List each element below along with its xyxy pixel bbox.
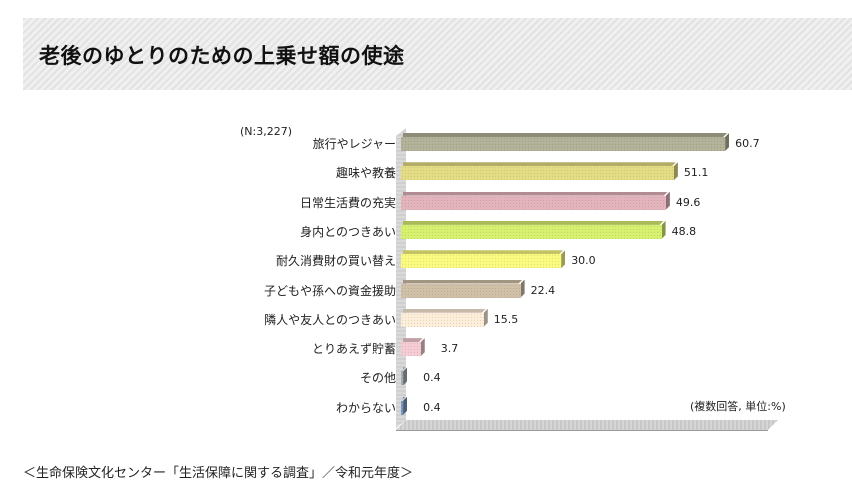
sample-size-note: (N:3,227) xyxy=(240,125,293,138)
bar xyxy=(401,162,678,181)
value-label: 0.4 xyxy=(423,400,441,414)
unit-note: (複数回答, 単位:%) xyxy=(690,400,786,413)
value-label: 48.8 xyxy=(671,224,697,238)
x-axis-line xyxy=(396,430,768,431)
category-label: 趣味や教養 xyxy=(335,166,396,181)
value-label: 60.7 xyxy=(735,137,760,150)
value-label: 49.6 xyxy=(675,195,701,209)
bar xyxy=(401,279,525,298)
value-label: 15.5 xyxy=(493,312,519,326)
category-label: その他 xyxy=(359,371,396,386)
title-banner: 老後のゆとりのための上乗せ額の使途 xyxy=(23,18,852,90)
bar xyxy=(401,250,566,269)
category-label: 隣人や友人とのつきあい xyxy=(264,312,396,327)
category-label: わからない xyxy=(335,400,396,415)
category-label: とりあえず貯蓄 xyxy=(311,342,396,357)
value-label: 22.4 xyxy=(530,283,556,297)
category-label: 日常生活費の充実 xyxy=(299,195,396,210)
bar xyxy=(401,367,408,386)
chart-axis-wall xyxy=(396,128,406,428)
value-label: 3.7 xyxy=(440,342,459,356)
value-label: 0.4 xyxy=(423,371,441,385)
bar xyxy=(401,338,425,357)
bar xyxy=(401,133,730,151)
value-label: 30.0 xyxy=(571,254,596,268)
source-citation: ＜生命保険文化センター「生活保障に関する調査」／令和元年度＞ xyxy=(23,466,414,481)
category-label: 旅行やレジャー xyxy=(312,137,396,151)
bar xyxy=(401,396,408,415)
chart-axis-floor xyxy=(396,420,778,430)
bar xyxy=(401,191,670,210)
value-label: 51.1 xyxy=(683,166,709,180)
bar xyxy=(401,220,666,239)
category-label: 耐久消費財の買い替え xyxy=(275,254,396,269)
page-title: 老後のゆとりのための上乗せ額の使途 xyxy=(39,44,405,68)
bar xyxy=(401,308,488,327)
category-label: 身内とのつきあい xyxy=(300,224,396,239)
category-label: 子どもや孫への資金援助 xyxy=(263,283,396,298)
